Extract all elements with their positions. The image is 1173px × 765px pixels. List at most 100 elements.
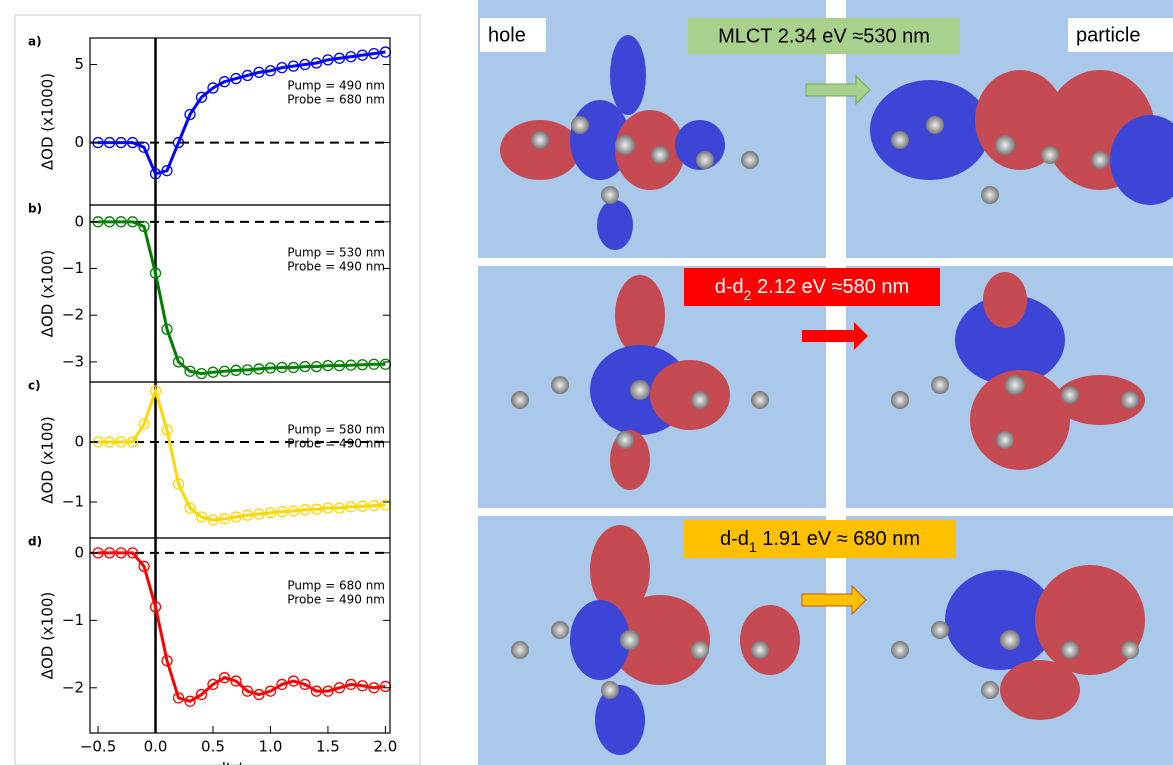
data-point [103,436,116,448]
data-point [333,682,346,694]
data-point [103,216,116,228]
x-tick-label: 1.0 [259,738,283,756]
data-point [287,675,300,687]
y-tick-label: −3 [62,352,84,370]
data-point [356,359,369,371]
y-tick-label: −1 [62,259,84,277]
y-tick-label: 0 [74,543,84,561]
data-point [322,54,334,66]
annotation: Probe = 680 nm [287,93,385,107]
data-point [299,58,311,71]
annotation: Pump = 530 nm [287,246,385,260]
y-tick-label: 5 [74,55,84,73]
data-point [126,436,139,448]
data-point [195,367,208,380]
data-point [264,507,277,519]
transition-label: MLCT 2.34 eV ≈530 nm [718,25,930,47]
data-point [138,560,150,572]
x-tick-label: −0.5 [80,738,116,756]
data-point [276,678,288,691]
data-point [310,503,323,515]
fit-line [98,386,386,522]
transition-label: d-d1 1.91 eV ≈ 680 nm [720,528,920,554]
data-point [322,502,334,514]
data-point [138,418,150,430]
data-point [276,361,288,374]
data-point [253,688,265,701]
data-point [149,267,162,279]
data-point [218,513,231,525]
data-point [172,356,185,368]
data-point [276,62,288,74]
data-point [126,136,139,149]
data-point [161,424,173,436]
data-point [184,502,196,514]
data-point [345,678,357,691]
data-point [287,505,300,517]
hole-label: hole [488,24,526,46]
panel-label: c) [28,379,41,393]
data-point [218,672,231,684]
data-point [207,678,219,691]
data-point [345,51,357,63]
data-point [264,685,277,697]
data-point [356,680,369,692]
data-point [241,685,254,697]
fit-line [98,220,386,376]
data-point [322,360,334,372]
fit-line [98,551,386,703]
data-point [126,216,139,228]
data-point [356,500,369,512]
data-point [299,678,311,691]
orbital-panel: hole particle MLCT 2.34 eV ≈530 nm d-d2 … [478,0,1173,765]
data-point [345,501,357,513]
data-point [172,692,185,704]
data-point [310,685,323,697]
annotation: Probe = 490 nm [287,437,385,451]
data-point [115,436,127,448]
y-tick-label: −1 [62,493,84,511]
data-point [149,385,162,397]
data-point [207,82,219,94]
data-point [368,358,380,370]
data-point [322,685,334,697]
x-tick-label: 2.0 [373,738,397,756]
data-point [368,682,380,694]
data-point [287,361,300,374]
data-point [195,688,208,701]
data-point [218,76,231,88]
data-point [184,108,196,121]
annotation: Pump = 490 nm [287,79,385,93]
x-tick-label: 0.0 [144,738,168,756]
data-point [161,655,173,667]
data-point [230,675,242,687]
data-point [218,365,231,377]
left-panel [14,14,421,765]
data-point [115,136,127,149]
data-point [368,499,380,512]
data-point [299,360,311,373]
data-point [103,547,116,559]
annotation: Pump = 680 nm [287,579,385,593]
y-tick-label: −2 [62,678,84,696]
data-point [207,366,219,378]
data-point [172,478,185,490]
panel-label: a) [28,35,42,49]
data-point [230,72,242,85]
y-axis-label: ΔOD (x100) [39,416,57,504]
data-point [333,360,346,372]
data-point [264,65,277,77]
y-tick-label: −1 [62,611,84,629]
data-point [230,511,242,523]
y-axis-label: ΔOD (x1000) [39,73,57,170]
y-tick-label: 0 [74,212,84,230]
data-point [299,504,311,516]
transition-label: d-d2 2.12 eV ≈580 nm [715,276,909,302]
data-point [230,364,242,376]
data-point [356,49,369,61]
data-point [253,66,265,78]
data-point [138,220,150,233]
data-point [161,165,173,177]
